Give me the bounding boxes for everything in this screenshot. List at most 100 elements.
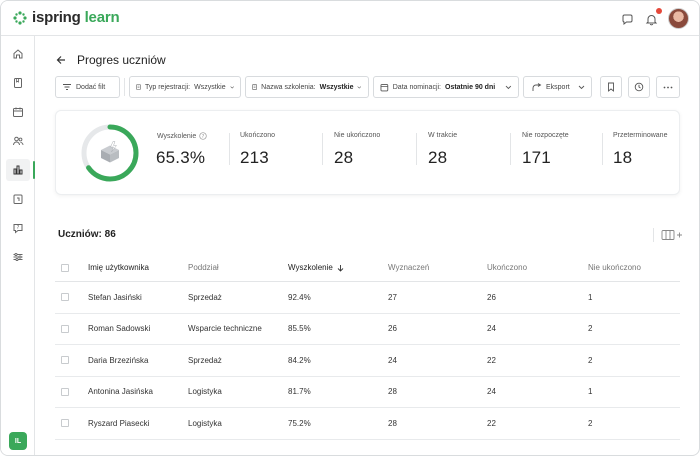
cell-name[interactable]: Ryszard Piasecki [88,418,150,428]
table-header-row: Imię użytkownika Poddział Wyszkolenie Wy… [55,254,680,282]
home-icon [13,49,23,59]
svg-text:?: ? [17,225,20,231]
table-row[interactable]: Antonina Jasińska Logistyka 81.7% 28 24 1 [55,377,680,408]
sort-down-icon [337,264,344,272]
calendar-icon [13,107,23,117]
table-row[interactable]: Ryszard Piasecki Logistyka 75.2% 28 22 2 [55,408,680,440]
sidebar-item-content[interactable] [6,72,30,94]
cell-assigned: 28 [388,387,397,397]
table-body: Stefan Jasiński Sprzedaż 92.4% 27 26 1 Roman S… [55,282,680,440]
info-icon[interactable]: ? [199,132,207,140]
chat-button[interactable] [618,10,636,28]
sidebar-item-assignments[interactable] [6,188,30,210]
cell-trained: 75.2% [288,418,311,428]
cell-not-completed: 2 [588,418,593,428]
cell-trained: 81.7% [288,387,311,397]
learners-count: Uczniów: 86 [58,229,116,240]
avatar[interactable] [668,8,689,29]
sidebar-item-users[interactable] [6,130,30,152]
toolbar-divider [124,78,125,96]
row-checkbox[interactable] [61,356,69,365]
row-checkbox[interactable] [61,387,69,396]
sidebar-item-reports[interactable] [6,159,35,181]
bookmark-button[interactable] [600,76,622,98]
cell-not-completed: 2 [588,324,593,334]
book-icon [14,78,22,88]
select-all-checkbox[interactable] [61,263,69,272]
cell-name[interactable]: Roman Sadowski [88,324,151,334]
cell-trained: 85.5% [288,324,311,334]
column-header-not-completed[interactable]: Nie ukończono [588,263,641,272]
chevron-down-icon [230,85,234,89]
sidebar-item-home[interactable] [6,43,30,65]
cell-name[interactable]: Daria Brzezińska [88,355,149,365]
columns-divider [653,228,654,242]
registration-type-value: Wszystkie [194,83,226,91]
cell-dept: Wsparcie techniczne [188,324,262,334]
stat-not-started-label: Nie rozpoczęte [522,132,569,139]
logo[interactable]: ispring learn [13,9,120,26]
cell-completed: 26 [487,292,496,302]
user-badge[interactable]: IL [9,432,27,450]
cell-dept: Logistyka [188,387,222,397]
row-checkbox[interactable] [61,293,69,302]
users-icon [13,136,24,146]
row-checkbox[interactable] [61,419,69,428]
chevron-down-icon [505,85,512,89]
sidebar-item-calendar[interactable] [6,101,30,123]
export-button[interactable]: Eksport [523,76,592,98]
back-arrow-icon[interactable] [55,54,67,66]
doc-icon [136,84,141,90]
column-header-completed[interactable]: Ukończono [487,263,528,272]
bookmark-icon [608,82,614,92]
cell-trained: 92.4% [288,292,311,302]
chevron-down-icon [578,85,585,89]
reports-icon [13,194,23,204]
notifications-button[interactable] [642,8,662,28]
column-header-name[interactable]: Imię użytkownika [88,263,149,272]
training-name-label: Nazwa szkolenia: [261,83,316,91]
schedule-button[interactable] [628,76,650,98]
doc-icon [252,84,257,90]
columns-icon[interactable] [661,229,683,241]
export-label: Eksport [546,83,570,91]
sidebar-item-help[interactable]: ? [6,217,30,239]
training-name-filter[interactable]: Nazwa szkolenia: Wszystkie [245,76,369,98]
stat-completed-value: 213 [240,148,269,167]
chart-icon [13,165,23,175]
column-header-assigned[interactable]: Wyznaczeń [388,263,430,272]
help-icon: ? [13,224,23,234]
stat-divider [510,133,511,165]
more-icon [663,86,673,88]
chevron-down-icon [357,85,362,89]
cell-name[interactable]: Antonina Jasińska [88,387,153,397]
nomination-date-filter[interactable]: Data nominacji: Ostatnie 90 dni [373,76,519,98]
sidebar-item-settings[interactable] [6,246,30,268]
learners-table: Imię użytkownika Poddział Wyszkolenie Wy… [55,254,680,440]
table-row[interactable]: Stefan Jasiński Sprzedaż 92.4% 27 26 1 [55,282,680,314]
cell-name[interactable]: Stefan Jasiński [88,292,142,302]
column-header-trained-label: Wyszkolenie [288,263,333,272]
bell-icon [645,14,657,25]
training-name-value: Wszystkie [319,83,354,91]
nomination-date-label: Data nominacji: [392,83,441,91]
column-header-trained[interactable]: Wyszkolenie [288,254,344,281]
stat-divider [229,133,230,165]
row-checkbox[interactable] [61,324,69,333]
logo-product: learn [84,9,120,26]
notification-badge [656,8,662,14]
box-icon [101,141,119,163]
registration-type-filter[interactable]: Typ rejestracji: Wszystkie [129,76,241,98]
more-button[interactable] [656,76,680,98]
column-header-dept[interactable]: Poddział [188,263,219,272]
table-row[interactable]: Daria Brzezińska Sprzedaż 84.2% 24 22 2 [55,345,680,377]
table-row[interactable]: Roman Sadowski Wsparcie techniczne 85.5% 26… [55,314,680,345]
stat-not-completed-value: 28 [334,148,354,167]
add-filter-button[interactable]: Dodać filt [55,76,120,98]
ispring-logo-icon [13,10,27,25]
stat-divider [602,133,603,165]
stat-in-progress-value: 28 [428,148,448,167]
cell-not-completed: 1 [588,292,593,302]
sidebar: ? IL [1,36,35,455]
